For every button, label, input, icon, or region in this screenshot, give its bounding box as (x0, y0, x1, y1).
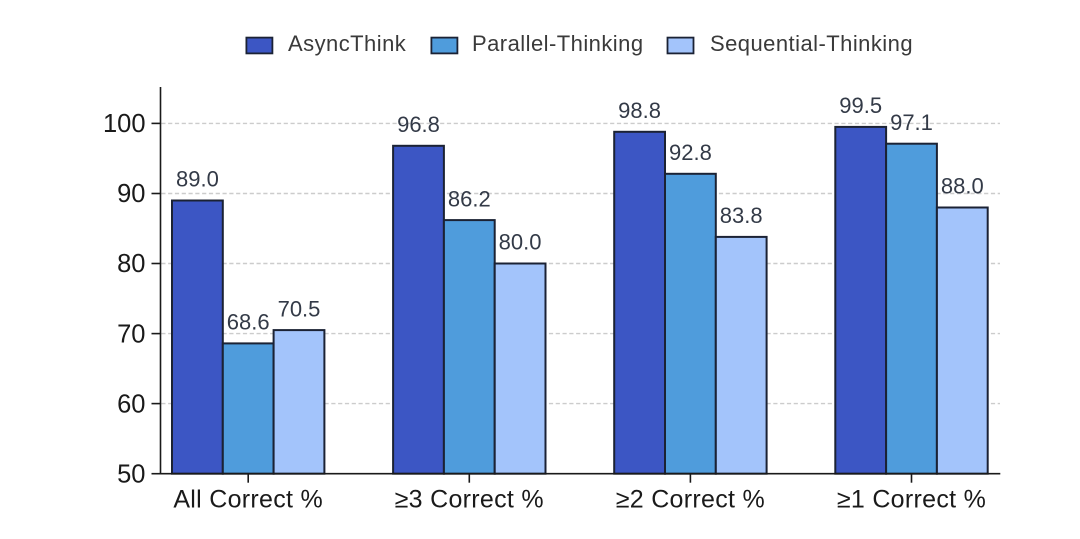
svg-text:86.2: 86.2 (448, 186, 491, 211)
svg-text:100: 100 (103, 110, 146, 138)
svg-text:≥2 Correct %: ≥2 Correct % (616, 486, 765, 514)
svg-text:≥3 Correct %: ≥3 Correct % (395, 486, 544, 514)
svg-text:89.0: 89.0 (176, 167, 219, 192)
svg-text:AsyncThink: AsyncThink (288, 31, 407, 56)
svg-text:Sequential-Thinking: Sequential-Thinking (710, 31, 913, 56)
svg-text:68.6: 68.6 (227, 310, 270, 335)
svg-text:50: 50 (117, 460, 145, 488)
svg-text:60: 60 (117, 390, 145, 418)
svg-text:≥1 Correct %: ≥1 Correct % (837, 486, 986, 514)
svg-text:98.8: 98.8 (618, 98, 661, 123)
svg-text:70: 70 (117, 320, 145, 348)
svg-text:96.8: 96.8 (397, 112, 440, 137)
svg-text:83.8: 83.8 (720, 203, 763, 228)
svg-text:88.0: 88.0 (941, 174, 984, 199)
svg-text:99.5: 99.5 (839, 93, 882, 118)
svg-text:80.0: 80.0 (499, 230, 542, 255)
svg-text:97.1: 97.1 (890, 110, 933, 135)
svg-text:92.8: 92.8 (669, 140, 712, 165)
svg-text:Parallel-Thinking: Parallel-Thinking (472, 31, 644, 56)
svg-text:All Correct %: All Correct % (173, 486, 323, 514)
svg-text:90: 90 (117, 180, 145, 208)
svg-text:80: 80 (117, 250, 145, 278)
svg-text:70.5: 70.5 (278, 296, 321, 321)
